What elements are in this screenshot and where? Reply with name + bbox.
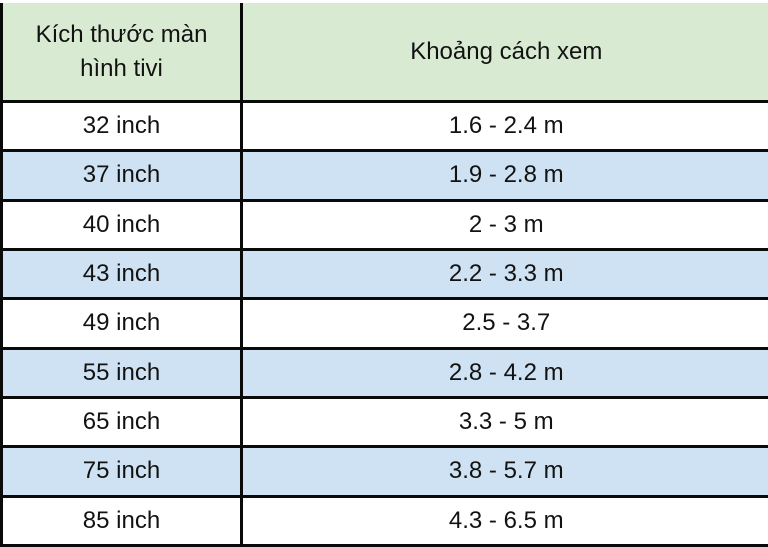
header-label-distance: Khoảng cách xem: [410, 37, 603, 65]
table-row: 40 inch 2 - 3 m: [0, 198, 768, 251]
table-row: 65 inch 3.3 - 5 m: [0, 395, 768, 449]
distance-cell: 1.6 - 2.4 m: [240, 99, 768, 153]
size-cell: 43 inch: [0, 247, 243, 301]
table-row: 85 inch 4.3 - 6.5 m: [0, 494, 768, 547]
table-row: 43 inch 2.2 - 3.3 m: [0, 247, 768, 301]
distance-cell: 2 - 3 m: [240, 198, 768, 251]
table-row: 55 inch 2.8 - 4.2 m: [0, 346, 768, 399]
size-cell: 55 inch: [0, 346, 243, 399]
distance-cell: 3.8 - 5.7 m: [240, 445, 768, 498]
size-cell: 32 inch: [0, 99, 243, 153]
header-cell-size: Kích thước màn hình tivi: [0, 3, 243, 103]
distance-cell: 3.3 - 5 m: [240, 395, 768, 449]
distance-cell: 2.2 - 3.3 m: [240, 247, 768, 301]
tv-viewing-distance-table: Kích thước màn hình tivi Khoảng cách xem…: [0, 3, 768, 547]
table-row: 49 inch 2.5 - 3.7: [0, 297, 768, 350]
header-label-size: Kích thước màn hình tivi: [35, 20, 208, 82]
table-row: 75 inch 3.8 - 5.7 m: [0, 445, 768, 498]
size-cell: 40 inch: [0, 198, 243, 251]
distance-cell: 1.9 - 2.8 m: [240, 149, 768, 202]
header-cell-distance: Khoảng cách xem: [240, 3, 768, 103]
header-row: Kích thước màn hình tivi Khoảng cách xem: [0, 3, 768, 103]
size-cell: 65 inch: [0, 395, 243, 449]
size-cell: 85 inch: [0, 494, 243, 547]
distance-cell: 2.8 - 4.2 m: [240, 346, 768, 399]
table-row: 37 inch 1.9 - 2.8 m: [0, 149, 768, 202]
size-cell: 49 inch: [0, 297, 243, 350]
size-cell: 37 inch: [0, 149, 243, 202]
distance-cell: 4.3 - 6.5 m: [240, 494, 768, 547]
distance-cell: 2.5 - 3.7: [240, 297, 768, 350]
size-cell: 75 inch: [0, 445, 243, 498]
table-row: 32 inch 1.6 - 2.4 m: [0, 99, 768, 153]
